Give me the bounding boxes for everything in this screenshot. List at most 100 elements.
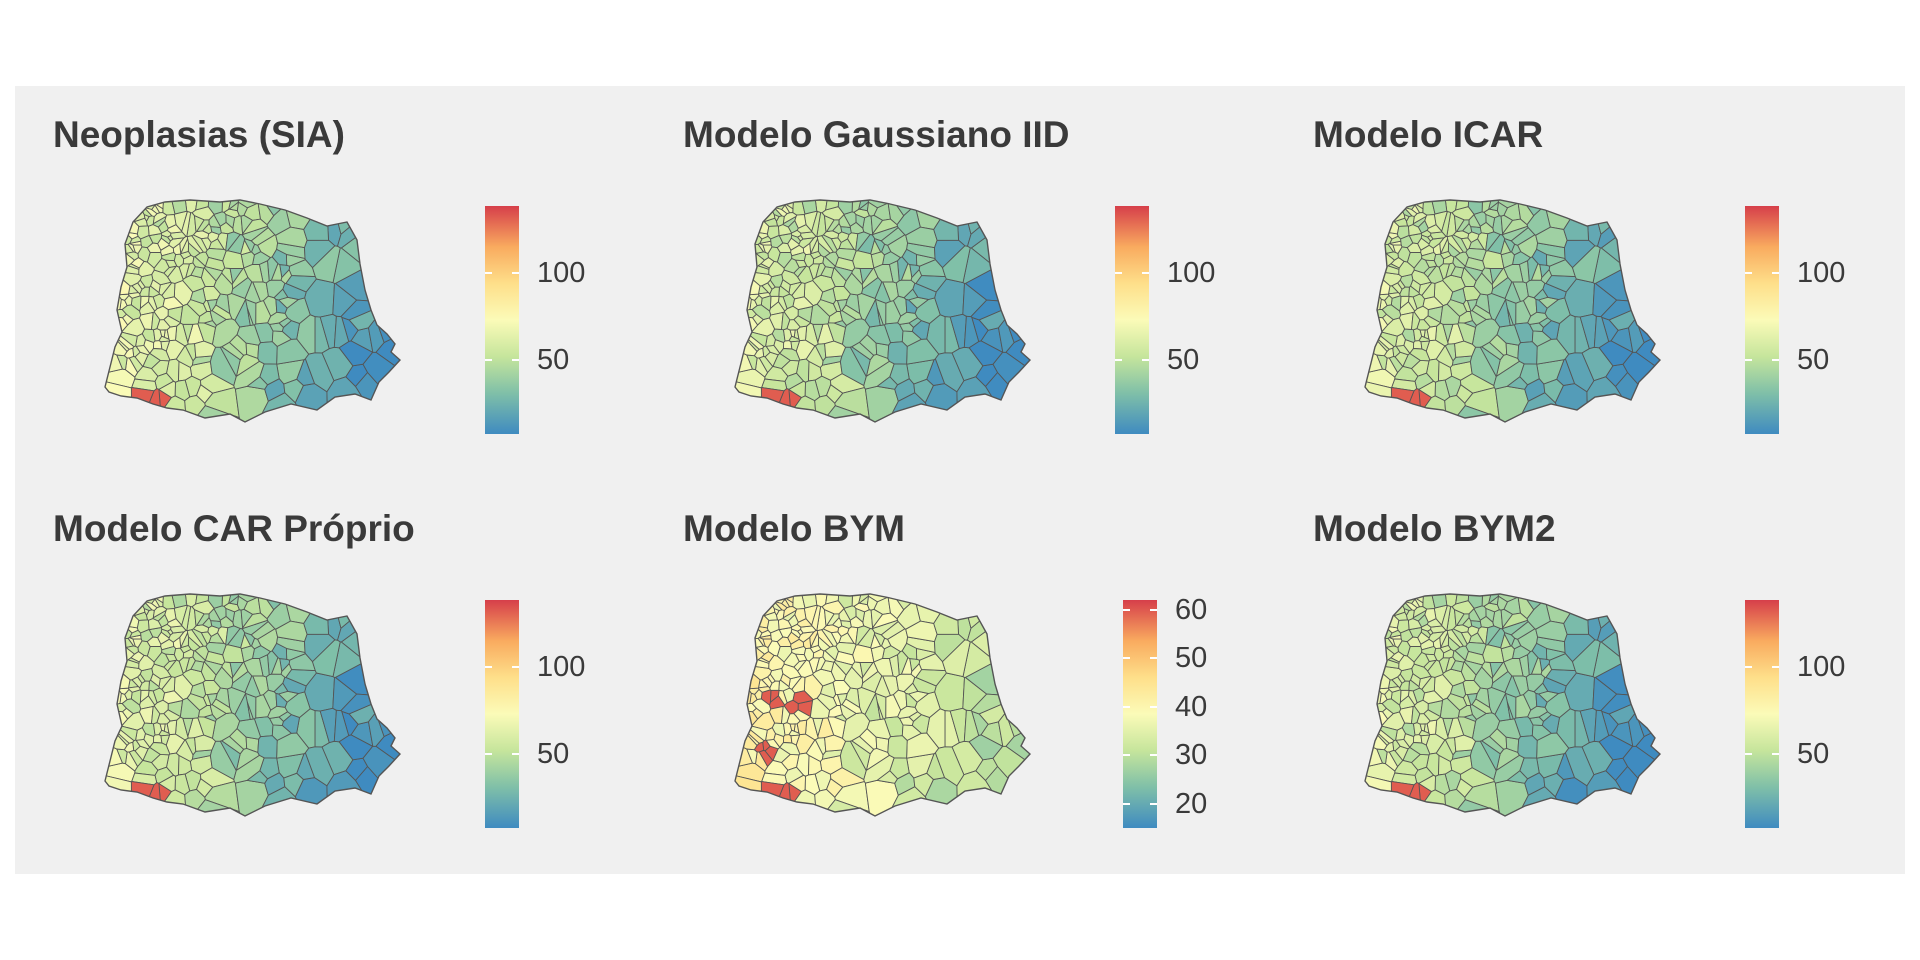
state-outline [1364, 593, 1661, 817]
municipality-region [913, 378, 934, 404]
municipality-region [800, 200, 818, 215]
municipality-region [236, 595, 248, 611]
municipality-region [130, 387, 155, 422]
municipality-region [811, 604, 822, 632]
municipality-region [876, 307, 884, 326]
municipality-region [203, 660, 223, 676]
panel-modelo-icar: Modelo ICAR 50 100 [1275, 86, 1905, 480]
municipality-region [1413, 651, 1430, 668]
municipality-region [271, 642, 288, 660]
municipality-region [1411, 311, 1421, 331]
municipality-regions [105, 200, 400, 422]
municipality-region [1531, 248, 1548, 266]
municipality-region [220, 341, 245, 361]
municipality-region [1387, 243, 1396, 253]
municipality-region [222, 250, 245, 269]
municipality-region [769, 680, 780, 691]
municipality-region [166, 325, 178, 342]
municipality-region [1441, 210, 1452, 238]
municipality-region [1409, 348, 1431, 362]
municipality-region [863, 754, 895, 784]
municipality-region [203, 266, 223, 282]
choropleth-map [1364, 593, 1661, 817]
municipality-region [1494, 779, 1529, 816]
municipality-region [911, 714, 931, 734]
legend-tick-label: 100 [537, 256, 586, 289]
municipality-region [863, 360, 895, 390]
municipality-region [855, 625, 871, 646]
municipality-region [148, 296, 158, 312]
municipality-region [1413, 257, 1430, 274]
municipality-region [1365, 220, 1393, 248]
panel-title: Modelo ICAR [1313, 114, 1544, 155]
municipality-region [1426, 719, 1438, 736]
municipality-region [132, 244, 143, 255]
municipality-region [105, 309, 128, 319]
municipality-region [1434, 773, 1451, 796]
municipality-region [966, 594, 1030, 643]
municipality-region [864, 385, 899, 422]
municipality-region [268, 716, 285, 726]
municipality-region [1480, 735, 1505, 755]
municipality-region [1506, 307, 1514, 326]
municipality-region [105, 200, 140, 235]
municipality-region [105, 594, 146, 617]
municipality-region [769, 286, 780, 297]
municipality-region [754, 688, 763, 701]
municipality-region [852, 644, 875, 663]
municipality-region [1518, 654, 1530, 678]
municipality-region [139, 680, 150, 691]
municipality-region [754, 294, 763, 307]
municipality-region [1365, 594, 1406, 617]
municipality-region [153, 651, 170, 668]
panel-neoplasias-sia: Neoplasias (SIA) 50 100 [15, 86, 645, 480]
municipality-region [1596, 200, 1660, 249]
municipality-region [105, 220, 133, 248]
municipality-region [148, 690, 158, 706]
municipality-region [804, 379, 821, 402]
municipality-region [941, 245, 971, 284]
municipality-region [824, 340, 847, 358]
municipality-region [208, 214, 221, 228]
municipality-region [735, 200, 776, 223]
municipality-region [105, 200, 146, 223]
municipality-region [757, 243, 766, 253]
municipality-region [174, 379, 191, 402]
municipality-region [139, 286, 150, 297]
municipality-region [778, 690, 788, 706]
municipality-region [855, 231, 871, 252]
municipality-region [824, 734, 847, 752]
municipality-region [1564, 746, 1595, 787]
municipality-region [898, 322, 915, 332]
choropleth-map [734, 593, 1031, 817]
municipality-region [225, 625, 241, 646]
municipality-region [257, 735, 278, 759]
municipality-region [231, 267, 249, 290]
municipality-region [1501, 218, 1529, 236]
municipality-region [1528, 716, 1545, 726]
municipality-region [735, 614, 763, 642]
municipality-region [838, 608, 851, 622]
municipality-region [793, 709, 811, 722]
municipality-region [1467, 200, 1484, 215]
municipality-region [121, 698, 142, 715]
municipality-region [105, 703, 128, 713]
municipality-region [789, 329, 796, 338]
municipality-region [209, 704, 227, 720]
legend-tick-label: 100 [537, 650, 586, 683]
municipality-region [1387, 263, 1400, 270]
municipality-region [1517, 341, 1538, 365]
municipality-region [821, 628, 838, 647]
state-outline [104, 593, 401, 817]
municipality-region [1396, 619, 1410, 634]
municipality-region [132, 638, 143, 649]
municipality-region [1518, 260, 1530, 284]
municipality-region [127, 243, 136, 253]
municipality-region [1598, 340, 1634, 367]
figure-panel-grid: Neoplasias (SIA) 50 100 Modelo Gaussiano … [15, 86, 1905, 874]
municipality-region [735, 200, 770, 235]
municipality-region [789, 723, 796, 732]
municipality-region [1381, 304, 1402, 321]
municipality-region [1496, 595, 1508, 611]
municipality-region [1493, 360, 1525, 390]
